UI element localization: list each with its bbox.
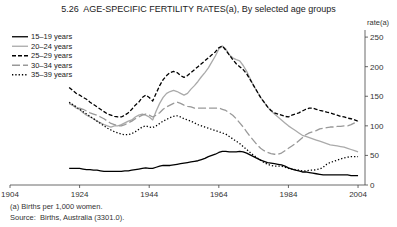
- x-tick: [79, 185, 80, 188]
- x-tick-label: 1904: [1, 190, 19, 199]
- series-line: [69, 46, 358, 121]
- series-line: [69, 102, 358, 154]
- x-tick-label: 2004: [349, 190, 367, 199]
- y-axis-line: [365, 30, 366, 185]
- y-tick-label: 200: [370, 63, 384, 72]
- y-tick-label: 250: [370, 33, 384, 42]
- x-tick: [149, 185, 150, 188]
- title: 5.26 AGE-SPECIFIC FERTILITY RATES(a), By…: [61, 4, 336, 14]
- legend-swatch: [12, 46, 28, 47]
- y-tick: [365, 185, 368, 186]
- legend-label: 20–24 years: [31, 42, 73, 51]
- y-axis-label: rate(a): [367, 18, 390, 27]
- y-tick: [365, 66, 368, 67]
- y-tick: [365, 37, 368, 38]
- chart: 5.26 AGE-SPECIFIC FERTILITY RATES(a), By…: [0, 0, 397, 227]
- legend-swatch: [12, 55, 28, 56]
- plot-area: [69, 46, 358, 176]
- x-tick: [288, 185, 289, 188]
- footnote: (a) Births per 1,000 women.: [10, 202, 103, 211]
- series-line: [69, 102, 358, 171]
- y-tick: [365, 125, 368, 126]
- legend-label: 25–29 years: [31, 51, 73, 60]
- legend-swatch: [12, 65, 28, 66]
- series-line: [69, 46, 358, 152]
- footnote: Source: Births, Australia (3301.0).: [10, 213, 124, 222]
- x-tick-label: 1944: [140, 190, 158, 199]
- legend-swatch: [12, 36, 28, 37]
- x-tick: [358, 185, 359, 188]
- x-tick-label: 1984: [280, 190, 298, 199]
- x-tick: [10, 185, 11, 188]
- y-tick: [365, 96, 368, 97]
- legend: 15–19 years20–24 years25–29 years30–34 y…: [12, 32, 73, 79]
- legend-label: 30–34 years: [31, 61, 73, 70]
- y-tick: [365, 155, 368, 156]
- legend-label: 15–19 years: [31, 32, 73, 41]
- series-line: [69, 151, 358, 175]
- y-tick-label: 50: [370, 151, 379, 160]
- x-tick: [218, 185, 219, 188]
- y-tick-label: 0: [370, 181, 375, 190]
- y-tick-label: 150: [370, 92, 384, 101]
- legend-label: 35–39 years: [31, 70, 73, 79]
- x-axis-line: [10, 185, 365, 186]
- x-tick-label: 1924: [71, 190, 89, 199]
- x-tick-label: 1964: [210, 190, 228, 199]
- legend-swatch: [12, 74, 28, 75]
- y-tick-label: 100: [370, 122, 384, 131]
